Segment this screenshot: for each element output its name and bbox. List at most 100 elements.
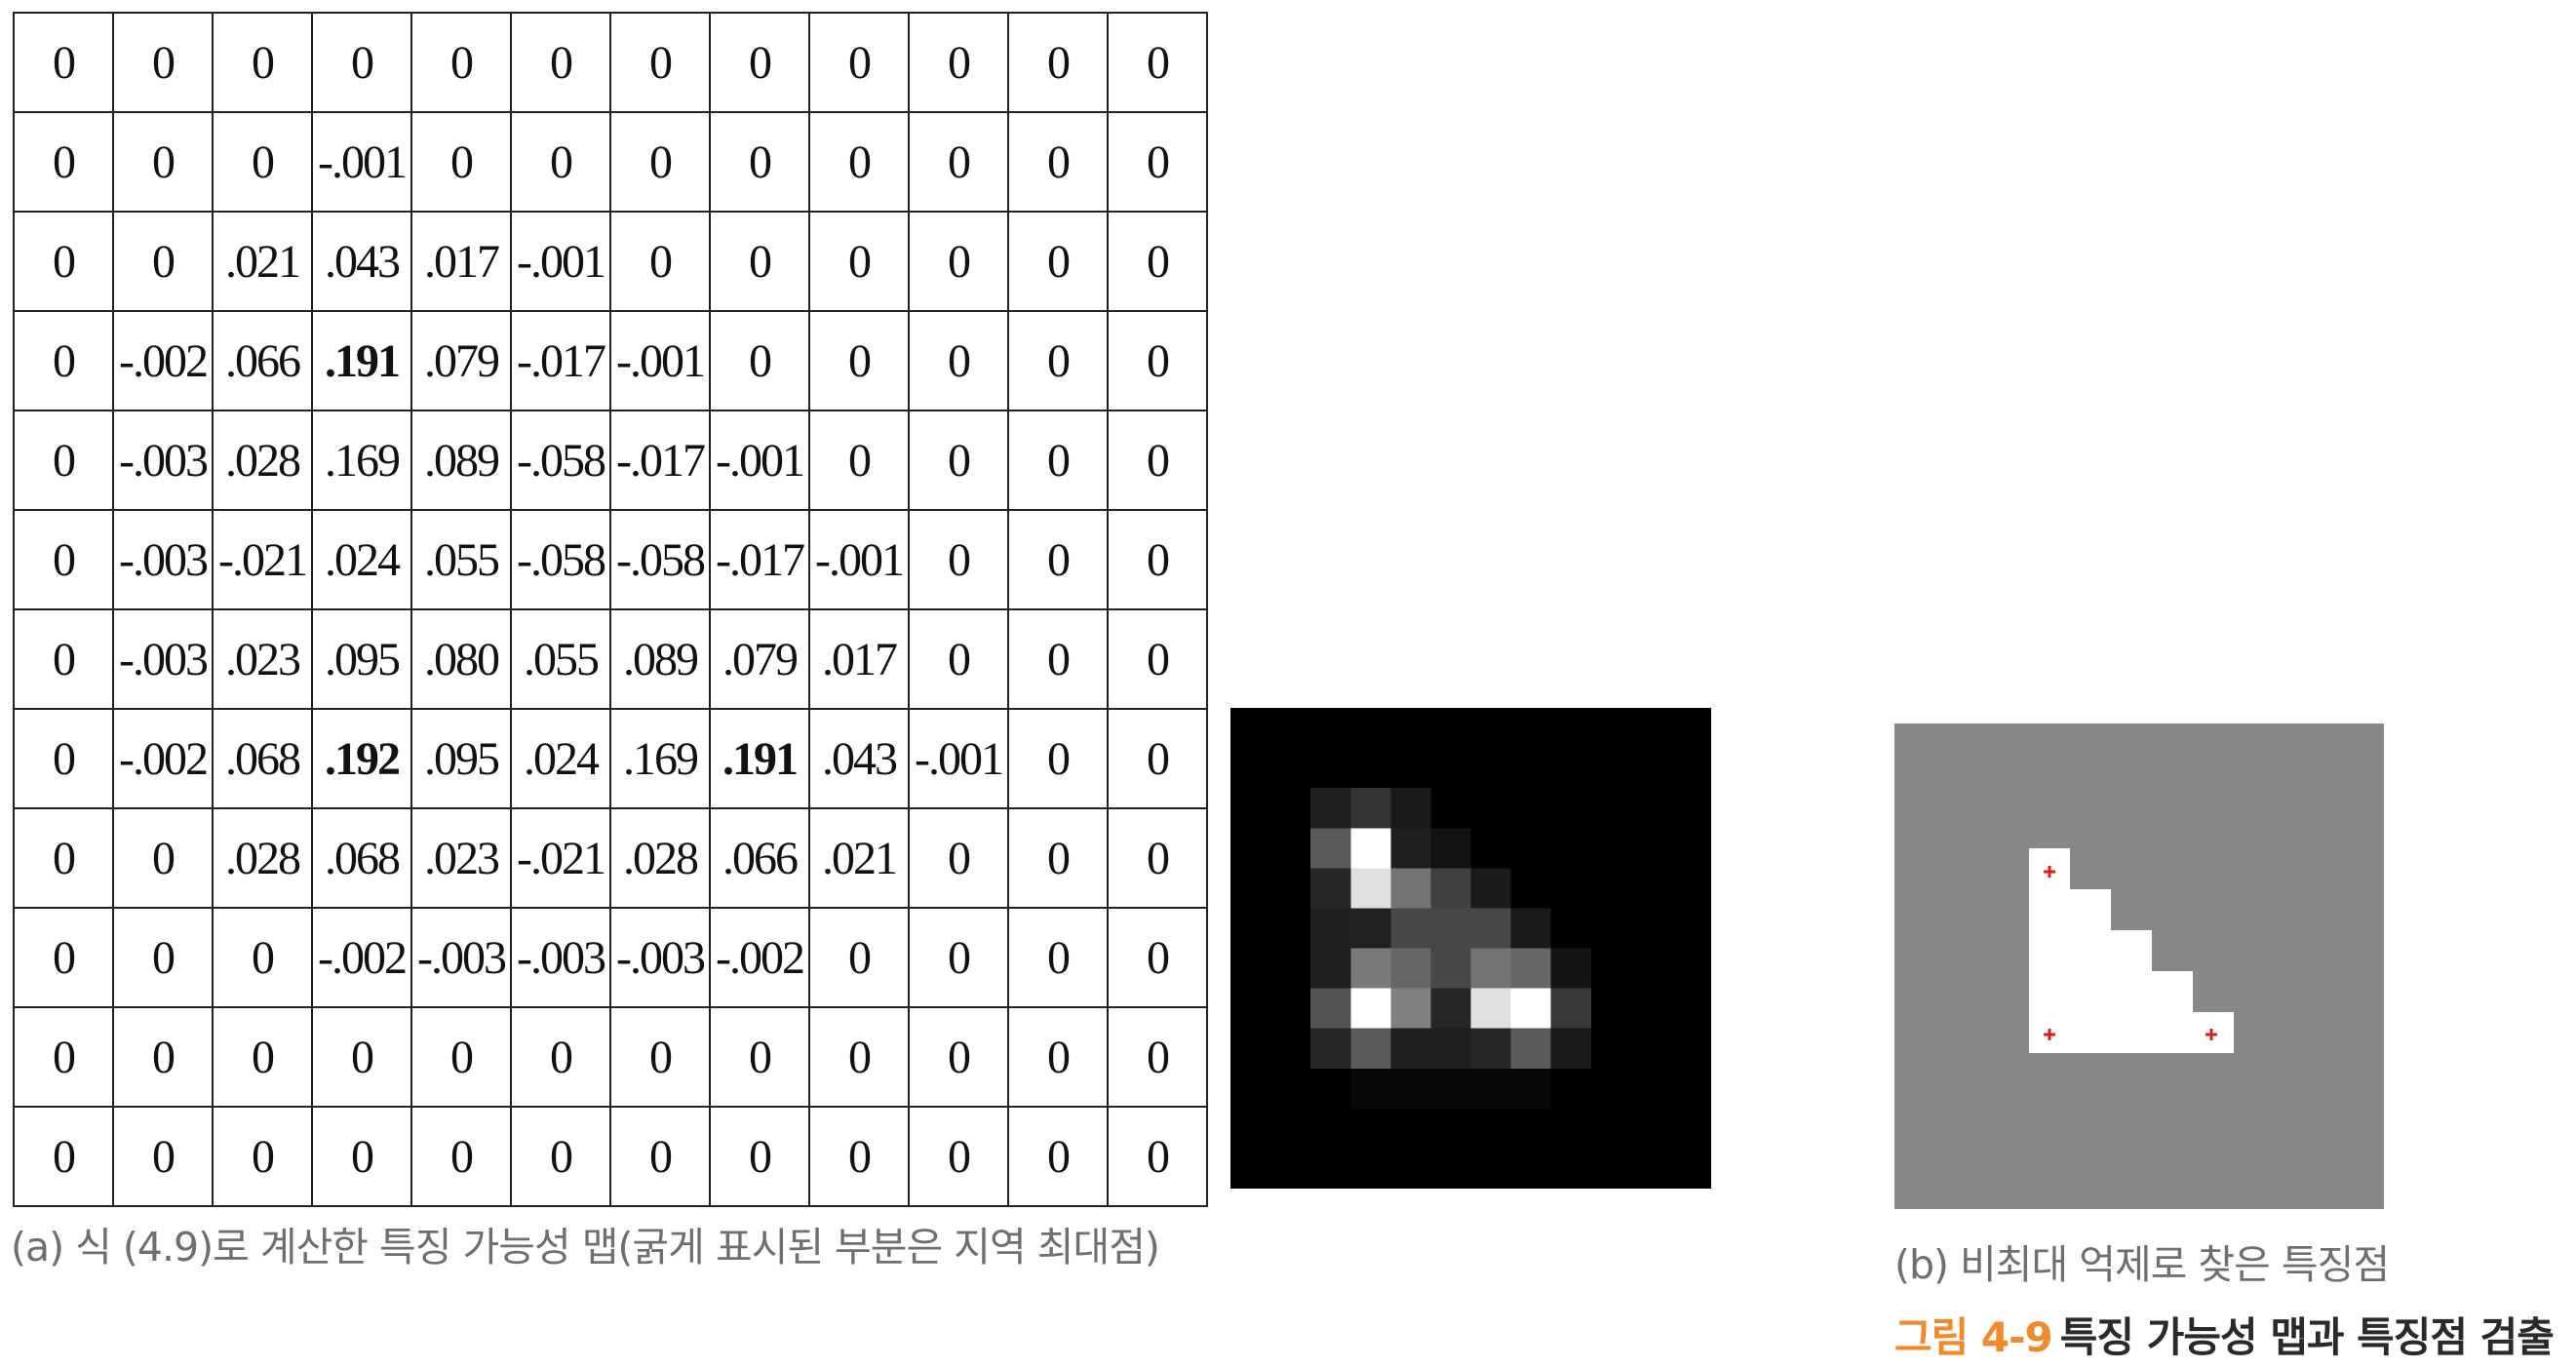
figure-caption: 그림 4-9 특징 가능성 맵과 특징점 검출: [1894, 1305, 2555, 1364]
heatmap-cell: [1310, 788, 1352, 830]
table-cell: 0: [13, 310, 114, 411]
table-cell: -.001: [510, 211, 611, 312]
heatmap-cell: [1390, 708, 1432, 749]
table-cell: 0: [1107, 907, 1208, 1008]
table-cell: 0: [510, 1006, 611, 1108]
heatmap-cell: [1270, 1148, 1311, 1189]
table-cell: .024: [510, 708, 611, 809]
heatmap-cell: [1630, 1148, 1672, 1189]
heatmap-cell: [1550, 1068, 1592, 1110]
heatmap-cell: [1350, 988, 1392, 1030]
table-row: 0 0 0 -.002 -.003 -.003 -.003 -.002 0 0 0 0: [13, 907, 1208, 1008]
table-cell: .192: [311, 708, 412, 809]
table-cell: 0: [709, 1006, 810, 1108]
table-cell: -.058: [609, 509, 711, 610]
heatmap-cell: [1310, 988, 1352, 1030]
table-cell: 0: [13, 211, 114, 312]
table-row: 0 -.003.028.169.089 -.058 -.017 -.001 0 0 0 0: [13, 410, 1208, 511]
staircase-shape: [2029, 848, 2234, 1053]
table-cell: 0: [709, 1106, 810, 1207]
table-cell: 0: [1107, 509, 1208, 610]
heatmap-cell: [1550, 708, 1592, 749]
heatmap-cell: [1550, 1028, 1592, 1070]
heatmap-cell: [1590, 708, 1632, 749]
table-cell: -.001: [908, 708, 1009, 809]
heatmap-cell: [1510, 1108, 1552, 1150]
table-cell: 0: [1107, 111, 1208, 213]
table-cell: 0: [510, 1106, 611, 1207]
table-cell: -.002: [709, 907, 810, 1008]
heatmap-cell: [1470, 788, 1512, 830]
table-cell: 0: [13, 509, 114, 610]
table-cell: 0: [908, 211, 1009, 312]
heatmap-cell: [1550, 1108, 1592, 1150]
heatmap-cell: [1670, 1148, 1711, 1189]
heatmap-cell: [1670, 828, 1711, 870]
feature-map-table: 0 0 0 0 0 0 0 0 0 0 0 0 0 0 0 -.001 0 0 0 0 0 0 0 0 0 0.021.043.0…: [13, 12, 1208, 1207]
table-cell: 0: [1007, 410, 1109, 511]
table-cell: 0: [13, 410, 114, 511]
table-cell: 0: [1007, 807, 1109, 909]
heatmap-cell: [1630, 1068, 1672, 1110]
table-cell: 0: [112, 211, 214, 312]
table-cell: 0: [1007, 708, 1109, 809]
heatmap-cell: [1230, 708, 1271, 749]
table-cell: 0: [112, 907, 214, 1008]
table-cell: .095: [410, 708, 512, 809]
heatmap-cell: [1510, 788, 1552, 830]
table-cell: .023: [212, 608, 313, 710]
heatmap-cell: [1230, 788, 1271, 830]
heatmap-cell: [1390, 1108, 1432, 1150]
table-cell: -.003: [112, 509, 214, 610]
heatmap-cell: [1430, 948, 1472, 990]
table-cell: 0: [808, 111, 910, 213]
heatmap-cell: [1590, 828, 1632, 870]
heatmap-cell: [1430, 828, 1472, 870]
table-cell: 0: [808, 907, 910, 1008]
table-cell: .017: [410, 211, 512, 312]
table-cell: 0: [709, 310, 810, 411]
heatmap-cell: [1390, 1148, 1432, 1189]
heatmap-cell: [1350, 1148, 1392, 1189]
heatmap-cell: [1350, 828, 1392, 870]
heatmap-cell: [1510, 948, 1552, 990]
table-cell: 0: [908, 509, 1009, 610]
table-cell: -.021: [510, 807, 611, 909]
heatmap-cell: [1350, 708, 1392, 749]
table-cell: 0: [112, 807, 214, 909]
heatmap-cell: [1470, 708, 1512, 749]
table-cell: 0: [112, 1106, 214, 1207]
heatmap-cell: [1550, 908, 1592, 950]
table-cell: -.003: [410, 907, 512, 1008]
heatmap-cell: [1630, 908, 1672, 950]
table-cell: -.017: [510, 310, 611, 411]
heatmap-cell: [1470, 1068, 1512, 1110]
table-cell: .080: [410, 608, 512, 710]
table-cell: .191: [311, 310, 412, 411]
table-cell: 0: [13, 1006, 114, 1108]
heatmap-cell: [1670, 868, 1711, 910]
heatmap-cell: [1630, 708, 1672, 749]
table-cell: -.002: [112, 310, 214, 411]
heatmap-cell: [1310, 748, 1352, 789]
table-cell: .089: [410, 410, 512, 511]
table-cell: 0: [13, 807, 114, 909]
table-cell: 0: [1107, 310, 1208, 411]
heatmap-cell: [1310, 908, 1352, 950]
heatmap-cell: [1230, 828, 1271, 870]
heatmap-cell: [1230, 1108, 1271, 1150]
heatmap-cell: [1510, 748, 1552, 789]
heatmap-cell: [1390, 788, 1432, 830]
table-cell: 0: [1007, 310, 1109, 411]
heatmap-cell: [1310, 828, 1352, 870]
heatmap-cell: [1510, 868, 1552, 910]
heatmap-cell: [1230, 1028, 1271, 1070]
heatmap-cell: [1510, 1068, 1552, 1110]
table-cell: .191: [709, 708, 810, 809]
table-cell: .023: [410, 807, 512, 909]
table-cell: .017: [808, 608, 910, 710]
heatmap-cell: [1630, 868, 1672, 910]
heatmap-cell: [1630, 788, 1672, 830]
table-cell: 0: [311, 1106, 412, 1207]
heatmap-cell: [1590, 1148, 1632, 1189]
